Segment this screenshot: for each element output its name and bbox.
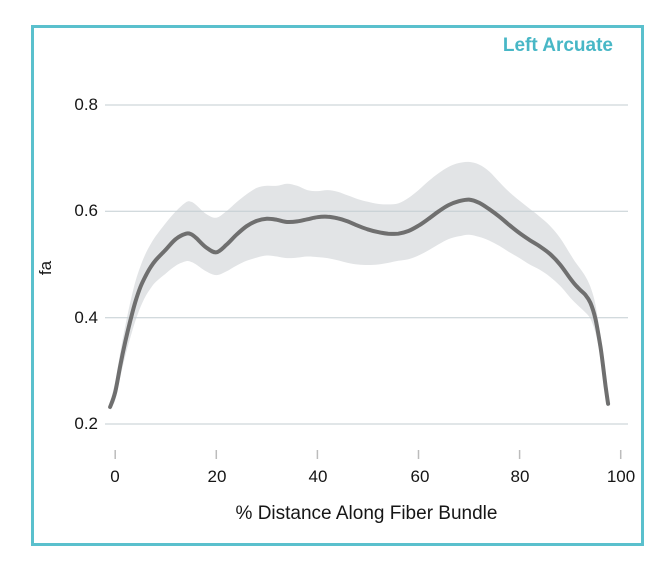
x-axis-title: % Distance Along Fiber Bundle [235,503,498,524]
xtick-label-40: 40 [308,467,328,486]
xtick-label-100: 100 [606,467,636,486]
ytick-label-0.2: 0.2 [74,414,98,433]
ytick-label-0.8: 0.8 [74,95,98,114]
xtick-label-20: 20 [207,467,227,486]
chart-title: Left Arcuate [502,35,613,56]
ytick-label-0.4: 0.4 [74,308,98,327]
xtick-label-60: 60 [410,467,430,486]
ytick-label-0.6: 0.6 [74,201,98,220]
y-axis-title: fa [36,260,55,276]
xtick-label-0: 0 [110,467,120,486]
xtick-label-80: 80 [510,467,530,486]
